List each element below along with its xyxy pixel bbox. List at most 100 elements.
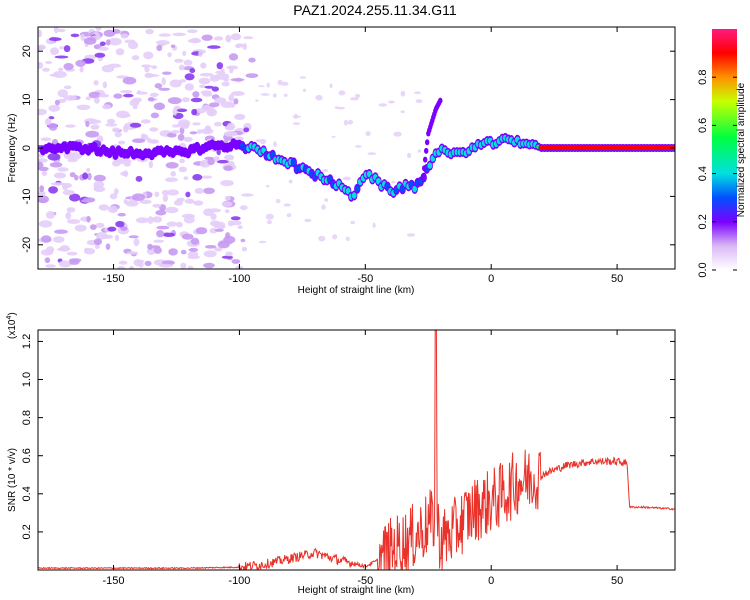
noise-speckle [200,90,212,95]
noise-speckle [243,127,250,133]
noise-speckle [118,260,128,265]
noise-speckle [378,103,388,107]
noise-speckle [286,213,292,218]
noise-speckle [93,80,99,86]
noise-speckle [243,36,254,40]
noise-speckle [184,198,195,204]
noise-speckle [57,89,69,98]
noise-speckle [67,219,81,224]
noise-speckle [86,215,91,223]
noise-speckle [227,161,235,166]
noise-speckle [117,265,126,269]
noise-speckle [245,73,259,78]
noise-speckle [114,131,122,138]
noise-speckle [154,83,163,89]
noise-speckle [58,260,72,268]
noise-speckle [166,189,179,196]
noise-speckle [83,37,97,45]
ridge-spike [422,165,427,172]
noise-speckle [334,106,339,109]
noise-speckle [123,93,134,98]
noise-speckle [355,145,362,148]
noise-speckle [54,55,69,59]
noise-speckle [183,176,189,180]
noise-speckle [80,33,85,41]
noise-speckle [38,161,44,169]
noise-speckle [241,193,254,197]
noise-speckle [173,199,183,206]
noise-speckle [226,122,236,131]
ridge-core [412,185,418,193]
noise-speckle [48,186,58,194]
noise-speckle [224,209,230,213]
noise-speckle [76,104,91,111]
ridge-spike [425,139,430,146]
noise-speckle [167,97,182,105]
noise-speckle [241,246,248,252]
noise-speckle [45,211,56,219]
noise-speckle [393,131,402,137]
noise-speckle [365,131,371,137]
noise-speckle [258,85,265,88]
noise-speckle [322,169,329,172]
noise-speckle [225,251,233,257]
noise-speckle [49,47,60,55]
noise-speckle [98,46,109,51]
noise-speckle [89,224,97,231]
noise-speckle [59,46,65,50]
noise-speckle [67,158,78,163]
noise-speckle [216,159,229,164]
noise-speckle [148,160,154,169]
noise-speckle [207,45,221,49]
noise-speckle [171,130,180,134]
noise-speckle [406,233,416,237]
noise-speckle [44,257,51,264]
noise-speckle [400,110,405,113]
noise-speckle [230,216,241,221]
noise-speckle [122,76,137,85]
noise-speckle [345,236,350,241]
noise-speckle [63,63,74,70]
noise-speckle [387,100,395,104]
noise-speckle [151,65,158,70]
noise-speckle [143,51,154,60]
noise-speckle [38,158,48,163]
noise-speckle [145,28,154,35]
noise-speckle [225,34,232,43]
noise-speckle [178,64,185,71]
noise-speckle [125,200,139,207]
noise-speckle [155,209,167,216]
noise-speckle [192,174,203,181]
noise-speckle [213,36,224,41]
noise-speckle [62,189,75,196]
y-tick-label: 10 [21,93,33,105]
y-tick-label: 1.2 [21,334,33,349]
noise-speckle [38,199,48,203]
noise-speckle [132,105,138,110]
y-tick-label: 0.6 [21,448,33,463]
noise-speckle [273,141,277,148]
noise-speckle [156,44,163,52]
noise-speckle [172,107,178,116]
noise-speckle [203,187,215,194]
noise-speckle [102,81,108,89]
x-tick-label: -50 [357,575,373,587]
noise-speckle [188,247,199,252]
colorbar-tick-label: 0.2 [697,214,709,229]
noise-speckle [105,243,111,250]
noise-speckle [120,171,129,176]
noise-speckle [302,88,307,92]
noise-speckle [150,112,160,119]
noise-speckle [221,81,230,87]
noise-speckle [40,249,54,256]
noise-speckle [171,124,181,128]
noise-speckle [304,218,312,223]
noise-speckle [400,90,406,97]
noise-speckle [255,99,259,102]
x-tick-label: -150 [103,575,125,587]
noise-speckle [187,265,194,269]
noise-speckle [166,221,178,227]
noise-speckle [231,220,242,226]
